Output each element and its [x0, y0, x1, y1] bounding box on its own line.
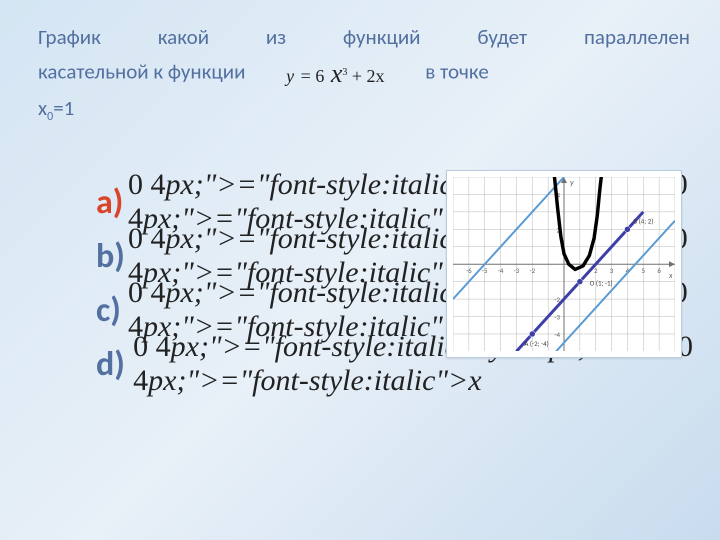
svg-text:-4: -4	[554, 330, 560, 339]
function-formula: y = 6 x3 + 2x	[286, 54, 384, 93]
question-line1-w1: График	[38, 22, 101, 54]
answer-label: c)	[96, 290, 128, 331]
svg-text:-6: -6	[466, 266, 472, 275]
question-text: График какой из функций будет параллелен…	[38, 22, 690, 126]
answer-label: a)	[96, 182, 128, 223]
question-line1-w4: функций	[343, 22, 421, 54]
question-line2-pre: касательной к функции	[38, 58, 245, 84]
question-line1-w5: будет	[477, 22, 527, 54]
svg-text:O (1; -1): O (1; -1)	[590, 279, 613, 288]
question-line2-post: в точке	[425, 58, 489, 84]
chart-container: -6-5-4-3-223456-4-3-2234yxA (-2; -4)O (1…	[446, 170, 682, 358]
svg-text:x: x	[668, 271, 673, 281]
answer-label: d)	[96, 344, 133, 385]
question-var: х	[38, 95, 47, 121]
question-line1-w6: параллелен	[584, 22, 690, 54]
answer-label: b)	[96, 236, 128, 277]
svg-text:5: 5	[642, 266, 646, 275]
question-line1-w2: какой	[158, 22, 209, 54]
svg-text:A (-2; -4): A (-2; -4)	[524, 339, 548, 348]
svg-text:3: 3	[610, 266, 614, 275]
svg-text:6: 6	[657, 266, 661, 275]
svg-text:-3: -3	[554, 313, 560, 322]
chart-svg: -6-5-4-3-223456-4-3-2234yxA (-2; -4)O (1…	[453, 177, 675, 351]
question-line1-w3: из	[266, 22, 286, 54]
svg-text:-3: -3	[514, 266, 520, 275]
svg-text:B (4; 2): B (4; 2)	[633, 216, 653, 225]
svg-text:y: y	[570, 178, 574, 188]
svg-text:-4: -4	[498, 266, 504, 275]
question-eq: =1	[53, 95, 74, 121]
svg-text:-2: -2	[529, 266, 535, 275]
